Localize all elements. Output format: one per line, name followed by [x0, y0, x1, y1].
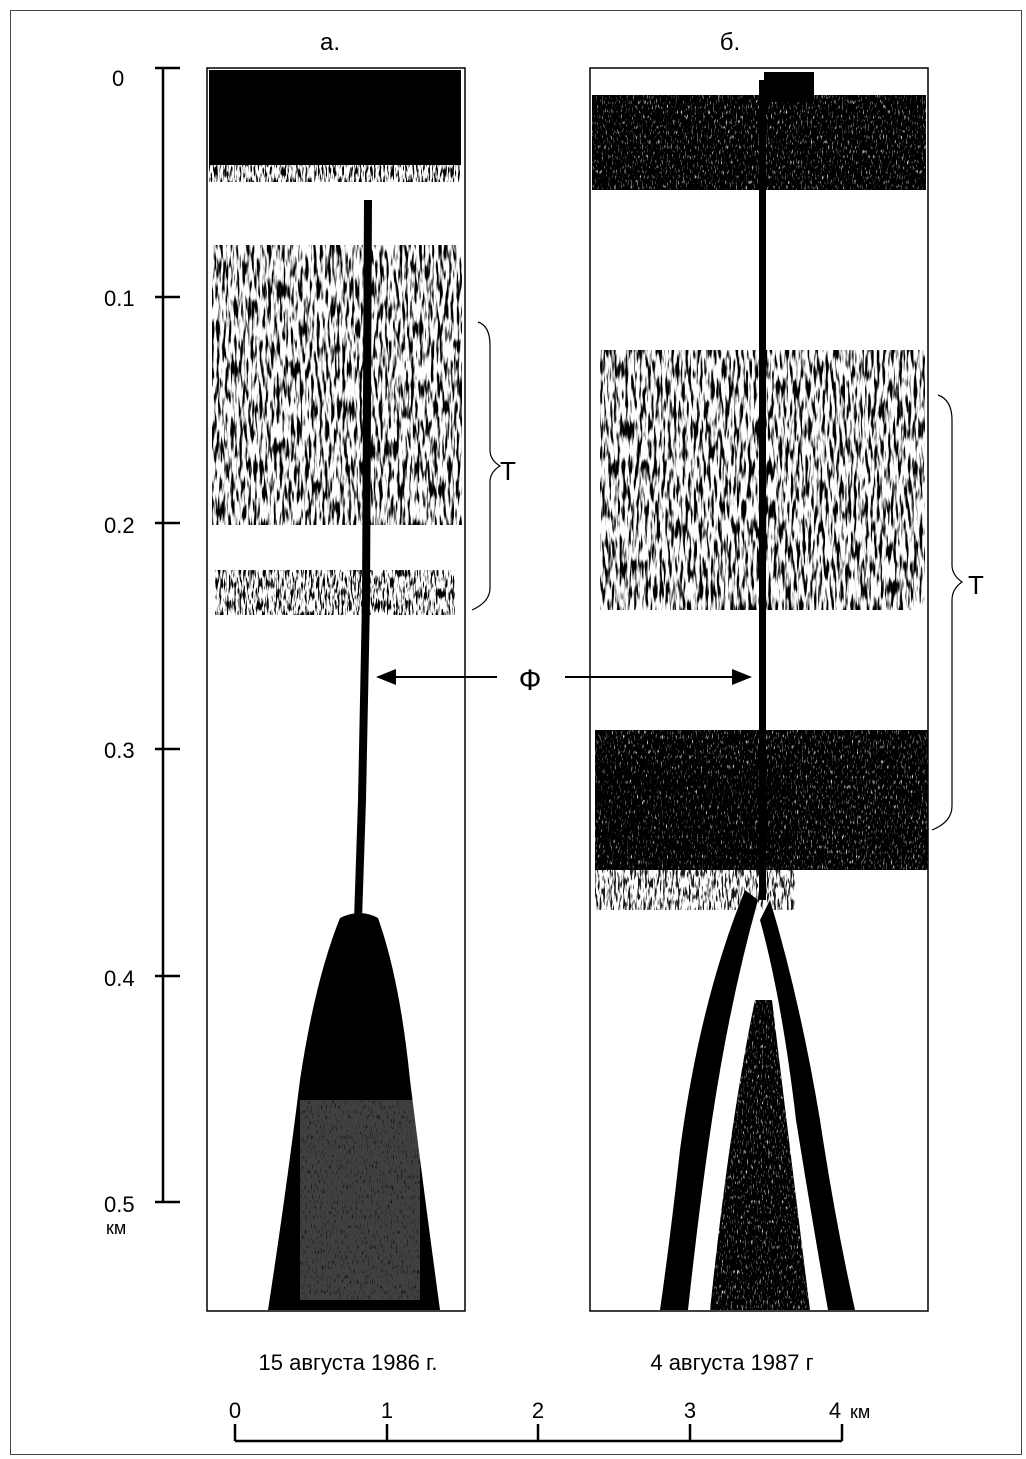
panel-b-plume-edge-left [660, 890, 758, 1310]
brace-b [931, 394, 964, 831]
plume-annotation: Ф [376, 664, 752, 697]
brace-a [471, 321, 502, 611]
plume-label: Ф [519, 664, 542, 697]
distance-tick-label-3: 3 [684, 1398, 696, 1423]
height-axis: 0 0.1 0.2 0.3 0.4 0.5 км [104, 66, 180, 1238]
distance-unit: км [850, 1402, 870, 1422]
distance-tick-label-4: 4 [829, 1398, 841, 1423]
panel-b-label: б. [720, 29, 740, 56]
panel-b-date: 4 августа 1987 г [650, 1350, 813, 1375]
panel-a-plume-stem [354, 200, 372, 920]
panel-b-plume-edge-right [760, 900, 855, 1310]
panel-a-turbulent-layer [212, 245, 462, 525]
distance-tick-label-2: 2 [532, 1398, 544, 1423]
layer-b-label: Т [968, 570, 984, 600]
panel-a-date: 15 августа 1986 г. [259, 1350, 438, 1375]
panel-a-label: а. [320, 29, 340, 56]
figure-frame [10, 10, 1022, 1455]
height-tick-label-3: 0.3 [104, 738, 135, 763]
panel-a-thin-layer [215, 570, 455, 615]
height-tick-label-4: 0.4 [104, 966, 135, 991]
distance-axis: 0 1 2 3 4 км [229, 1398, 870, 1443]
layer-a-label: Т [500, 456, 516, 486]
height-tick-label-0: 0 [112, 66, 124, 91]
arrow-right-head [732, 669, 752, 685]
arrow-left-head [376, 669, 396, 685]
sodar-panel-b [589, 67, 929, 1312]
distance-tick-label-0: 0 [229, 1398, 241, 1423]
distance-tick-label-1: 1 [381, 1398, 393, 1423]
height-tick-label-2: 0.2 [104, 513, 135, 538]
height-unit: км [106, 1218, 126, 1238]
sodar-panel-a [206, 67, 466, 1312]
panel-b-plume-core [710, 1000, 810, 1310]
height-tick-label-1: 0.1 [104, 286, 135, 311]
panel-b-plume-stem [759, 80, 766, 900]
panel-a-surface-echo [209, 70, 461, 165]
height-tick-label-5: 0.5 [104, 1192, 135, 1217]
